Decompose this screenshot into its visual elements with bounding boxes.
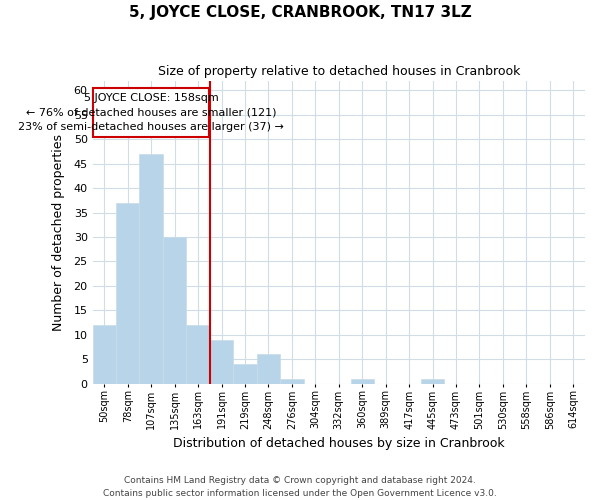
Y-axis label: Number of detached properties: Number of detached properties bbox=[52, 134, 65, 330]
Bar bbox=[116, 203, 139, 384]
Bar bbox=[139, 154, 163, 384]
Bar bbox=[257, 354, 280, 384]
Bar bbox=[92, 325, 116, 384]
Bar bbox=[163, 237, 187, 384]
Bar bbox=[350, 379, 374, 384]
Bar bbox=[233, 364, 257, 384]
Bar bbox=[210, 340, 233, 384]
Bar bbox=[421, 379, 445, 384]
Text: 5, JOYCE CLOSE, CRANBROOK, TN17 3LZ: 5, JOYCE CLOSE, CRANBROOK, TN17 3LZ bbox=[128, 5, 472, 20]
Text: 5 JOYCE CLOSE: 158sqm
← 76% of detached houses are smaller (121)
23% of semi-det: 5 JOYCE CLOSE: 158sqm ← 76% of detached … bbox=[18, 92, 284, 132]
FancyBboxPatch shape bbox=[93, 88, 209, 137]
Text: Contains HM Land Registry data © Crown copyright and database right 2024.
Contai: Contains HM Land Registry data © Crown c… bbox=[103, 476, 497, 498]
X-axis label: Distribution of detached houses by size in Cranbrook: Distribution of detached houses by size … bbox=[173, 437, 505, 450]
Title: Size of property relative to detached houses in Cranbrook: Size of property relative to detached ho… bbox=[158, 65, 520, 78]
Bar bbox=[280, 379, 304, 384]
Bar bbox=[187, 325, 210, 384]
